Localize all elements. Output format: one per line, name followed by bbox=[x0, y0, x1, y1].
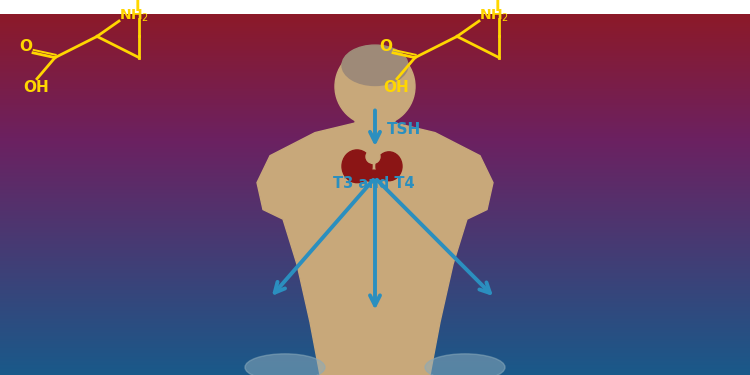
Ellipse shape bbox=[363, 170, 383, 182]
Polygon shape bbox=[257, 123, 493, 375]
Polygon shape bbox=[355, 106, 395, 123]
Text: I: I bbox=[495, 0, 501, 14]
Text: O: O bbox=[19, 39, 32, 54]
Text: O: O bbox=[379, 39, 392, 54]
Text: OH: OH bbox=[383, 80, 409, 95]
Text: NH$_2$: NH$_2$ bbox=[119, 7, 149, 24]
Ellipse shape bbox=[376, 152, 402, 181]
Ellipse shape bbox=[425, 354, 505, 375]
Ellipse shape bbox=[366, 150, 380, 164]
Ellipse shape bbox=[342, 45, 408, 86]
Text: T3 and T4: T3 and T4 bbox=[333, 176, 415, 191]
Text: I: I bbox=[135, 0, 141, 14]
Text: NH$_2$: NH$_2$ bbox=[479, 7, 509, 24]
Text: TSH: TSH bbox=[387, 122, 422, 137]
Ellipse shape bbox=[342, 150, 372, 183]
Text: OH: OH bbox=[23, 80, 49, 95]
Ellipse shape bbox=[335, 47, 415, 126]
Ellipse shape bbox=[245, 354, 325, 375]
